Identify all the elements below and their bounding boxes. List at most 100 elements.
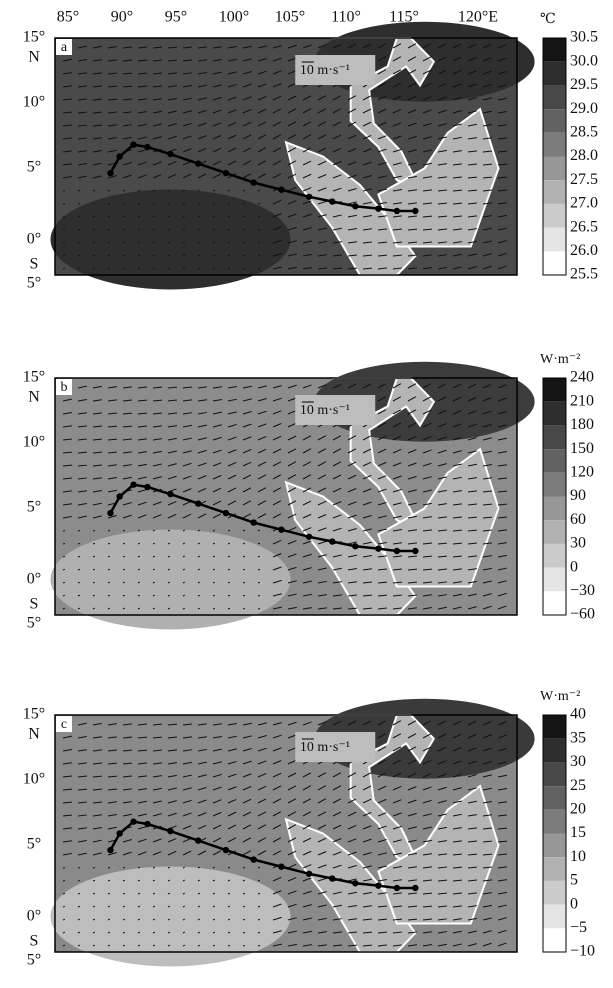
wind-vector (92, 399, 102, 402)
wind-vector (77, 150, 87, 153)
wind-vector (92, 839, 102, 843)
wind-vector (197, 215, 200, 218)
wind-vector (302, 187, 312, 192)
wind-vector (407, 944, 417, 947)
colorbar-segment (543, 156, 566, 181)
wind-vector (92, 85, 103, 88)
wind-vector (347, 174, 357, 179)
wind-vector (377, 798, 387, 804)
wind-vector (92, 775, 103, 778)
wind-vector (77, 607, 81, 610)
wind-vector (407, 135, 417, 140)
wind-vector (92, 542, 96, 545)
wind-vector (137, 723, 148, 726)
track-point (144, 143, 151, 151)
wind-vector (122, 879, 126, 882)
wind-vector (62, 451, 73, 454)
wind-vector (332, 772, 342, 778)
wind-vector (407, 95, 417, 101)
wind-vector (167, 944, 171, 947)
wind-vector (212, 411, 222, 415)
wind-vector (377, 785, 387, 791)
wind-vector (227, 254, 231, 257)
wind-vector (272, 785, 282, 791)
wind-vector (212, 581, 216, 584)
wind-vector (287, 82, 297, 88)
wind-vector (287, 747, 297, 752)
wind-vector (317, 500, 327, 506)
wind-vector (482, 747, 492, 752)
wind-vector (407, 555, 418, 558)
wind-vector (437, 516, 447, 519)
wind-vector (242, 607, 246, 610)
wind-vector (317, 487, 327, 493)
wind-vector (317, 567, 327, 571)
wind-vector (452, 83, 462, 88)
wind-vector (122, 607, 125, 610)
wind-vector (77, 254, 81, 257)
wind-vector (482, 189, 493, 192)
wind-vector (272, 487, 282, 493)
wind-vector (422, 799, 432, 804)
wind-vector (212, 773, 222, 778)
wind-vector (377, 215, 387, 218)
wind-vector (452, 202, 463, 205)
wind-vector (422, 568, 433, 571)
wind-vector (62, 581, 66, 584)
wind-vector (227, 46, 237, 49)
wind-vector (137, 399, 148, 402)
colorbar-tick-label: 30.0 (570, 52, 598, 69)
wind-vector (407, 759, 417, 765)
wind-vector (392, 879, 402, 882)
wind-vector (332, 918, 342, 921)
wind-vector (92, 228, 96, 231)
wind-vector (497, 605, 507, 610)
wind-vector (497, 97, 507, 101)
wind-vector (242, 568, 246, 571)
wind-vector (62, 503, 72, 506)
wind-vector (107, 124, 117, 127)
wind-vector (137, 386, 148, 389)
wind-vector (302, 435, 312, 441)
wind-vector (242, 892, 246, 895)
wind-vector (287, 253, 297, 257)
wind-vector (227, 423, 237, 428)
wind-vector (482, 176, 493, 179)
wind-vector (467, 943, 477, 947)
wind-vector (272, 213, 282, 218)
wind-vector (302, 930, 312, 934)
wind-vector (437, 905, 447, 908)
wind-vector (212, 879, 215, 882)
wind-vector (62, 398, 72, 402)
wind-vector (482, 227, 492, 231)
wind-vector (242, 542, 246, 545)
wind-vector (377, 852, 387, 856)
wind-vector (137, 123, 147, 127)
wind-vector (422, 905, 433, 908)
wind-vector (197, 424, 207, 428)
wind-vector (317, 721, 327, 726)
wind-vector (227, 773, 237, 778)
wind-vector (77, 827, 87, 830)
wind-vector (362, 188, 372, 192)
wind-vector (452, 396, 462, 402)
wind-vector (227, 607, 231, 610)
wind-vector (77, 215, 81, 218)
wind-vector (257, 385, 267, 389)
wind-vector (302, 917, 312, 921)
colorbar-tick-label: 0 (570, 558, 578, 575)
wind-vector (107, 399, 117, 402)
wind-vector (482, 542, 492, 545)
wind-vector (482, 240, 492, 244)
wind-vector (482, 57, 492, 62)
wind-vector (467, 450, 477, 454)
wind-vector (122, 46, 132, 49)
wind-vector (77, 137, 87, 140)
wind-vector (167, 386, 178, 389)
wind-vector (497, 814, 507, 817)
wind-vector (302, 173, 312, 179)
wind-vector (422, 43, 432, 49)
wind-vector (182, 825, 192, 830)
wind-vector (62, 735, 72, 739)
wind-vector (347, 944, 358, 947)
